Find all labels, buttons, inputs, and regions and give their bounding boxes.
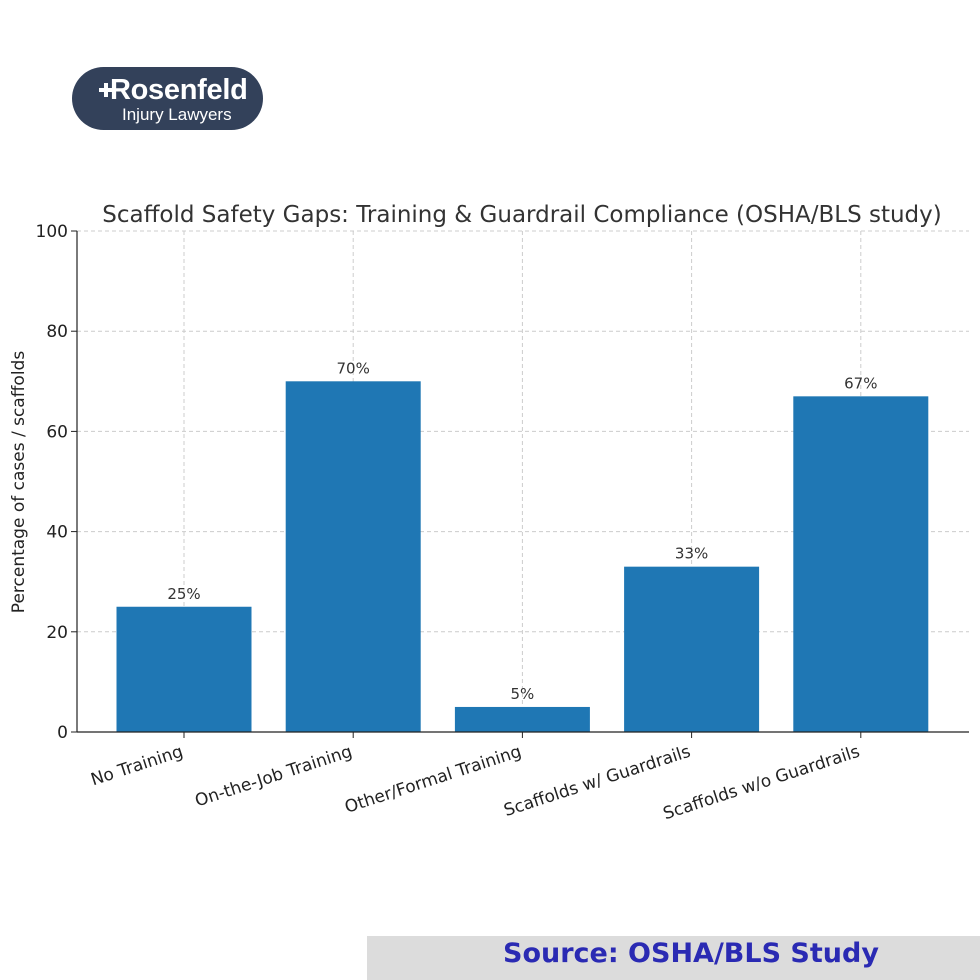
plus-cross-icon [99, 83, 113, 97]
data-label-3: 33% [675, 545, 708, 563]
bar-1 [285, 381, 421, 732]
bar-4 [793, 396, 929, 732]
data-label-2: 5% [511, 685, 535, 703]
data-label-4: 67% [844, 374, 877, 392]
chart-title: Scaffold Safety Gaps: Training & Guardra… [102, 202, 942, 228]
rosenfeld-logo: Rosenfeld Injury Lawyers [72, 67, 263, 130]
bar-2 [454, 706, 590, 732]
y-tick-label-20: 20 [46, 623, 68, 643]
source-text: Source: OSHA/BLS Study [503, 938, 879, 969]
logo-brand: Rosenfeld [110, 74, 248, 106]
x-tick-label-4: Scaffolds w/o Guardrails [661, 742, 863, 825]
y-tick-label-40: 40 [46, 523, 68, 543]
y-tick-label-0: 0 [57, 723, 68, 743]
x-tick-label-1: On-the-Job Training [193, 742, 355, 812]
source-band: Source: OSHA/BLS Study [367, 936, 980, 980]
x-tick-label-0: No Training [88, 742, 185, 791]
bar-layer [116, 381, 929, 732]
bar-3 [624, 566, 760, 732]
y-tick-label-60: 60 [46, 422, 68, 442]
x-tick-label-2: Other/Formal Training [342, 742, 524, 818]
bar-0 [116, 606, 252, 732]
data-label-0: 25% [167, 585, 200, 603]
y-tick-label-100: 100 [36, 222, 68, 242]
y-tick-label-80: 80 [46, 322, 68, 342]
y-axis-label: Percentage of cases / scaffolds [9, 351, 29, 614]
axis-layer [71, 230, 969, 738]
label-layer: 25% 70% 5% 33% 67% 0 20 40 60 80 100 No Training On-… [36, 222, 878, 824]
data-label-1: 70% [337, 359, 370, 377]
logo-tagline: Injury Lawyers [122, 105, 232, 124]
